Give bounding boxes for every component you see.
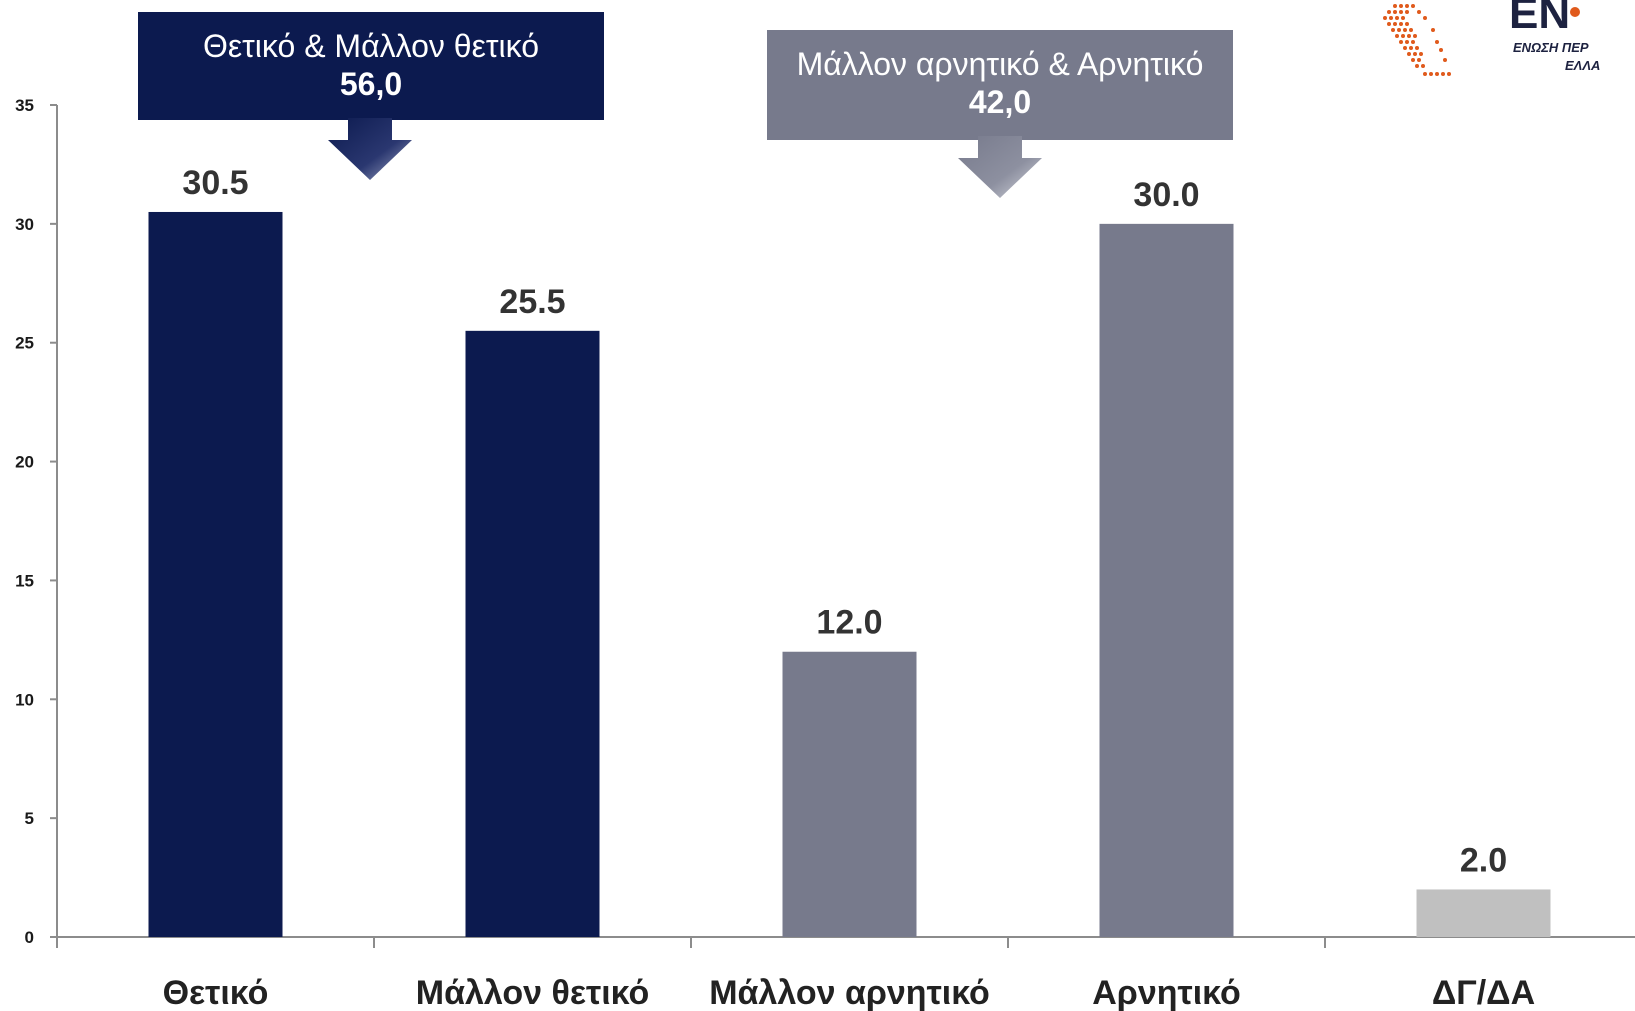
callout-negative-total: Μάλλον αρνητικό & Αρνητικό 42,0 — [767, 30, 1233, 140]
y-tick-label: 10 — [15, 690, 34, 709]
callout-positive-value: 56,0 — [339, 66, 403, 102]
callout-negative-value: 42,0 — [968, 84, 1032, 120]
bar — [1099, 223, 1234, 937]
down-arrow-icon — [328, 118, 412, 180]
chart-value-labels: 30.5 25.5 12.0 30.0 2.0 — [182, 164, 1507, 879]
bar — [782, 651, 917, 937]
bar-value-label: 25.5 — [499, 283, 565, 321]
y-tick-label: 25 — [15, 334, 34, 353]
x-category-label: Μάλλον θετικό — [416, 974, 649, 1011]
logo-wordmark: ΕΝ ΕΝΩΣΗ ΠΕΡ ΕΛΛΑ — [1509, 0, 1600, 73]
logo: ΕΝ ΕΝΩΣΗ ΠΕΡ ΕΛΛΑ — [1375, 0, 1635, 92]
bar — [1416, 889, 1551, 937]
greece-map-icon — [1383, 4, 1451, 76]
x-category-label: Μάλλον αρνητικό — [709, 974, 990, 1011]
bar — [465, 330, 600, 937]
chart-axes: 0 5 10 15 20 25 30 35 — [15, 96, 1635, 948]
y-tick-label: 15 — [15, 571, 34, 590]
bar — [148, 211, 283, 937]
y-tick-label: 30 — [15, 215, 34, 234]
y-tick-label: 35 — [15, 96, 34, 115]
y-tick-label: 20 — [15, 453, 34, 472]
logo-subtitle-1: ΕΝΩΣΗ ΠΕΡ — [1513, 40, 1589, 55]
down-arrow-icon — [958, 136, 1042, 198]
bar-value-label: 12.0 — [816, 604, 882, 642]
callout-positive-title: Θετικό & Μάλλον θετικό — [202, 28, 539, 64]
x-category-label: ΔΓ/ΔΑ — [1432, 974, 1535, 1011]
y-tick-label: 0 — [25, 928, 34, 947]
bar-value-label: 2.0 — [1460, 841, 1507, 879]
chart-category-labels: Θετικό Μάλλον θετικό Μάλλον αρνητικό Αρνητι… — [163, 974, 1536, 1011]
bar-value-label: 30.0 — [1133, 176, 1199, 214]
callout-positive-total: Θετικό & Μάλλον θετικό 56,0 — [138, 12, 604, 120]
x-category-label: Αρνητικό — [1092, 974, 1240, 1011]
logo-wordmark-text: ΕΝ — [1509, 0, 1570, 38]
logo-subtitle-2: ΕΛΛΑ — [1565, 58, 1600, 73]
x-category-label: Θετικό — [163, 974, 269, 1011]
chart-bars — [148, 211, 1551, 937]
bar-value-label: 30.5 — [182, 164, 248, 202]
callout-negative-title: Μάλλον αρνητικό & Αρνητικό — [796, 46, 1204, 82]
y-tick-label: 5 — [25, 809, 34, 828]
